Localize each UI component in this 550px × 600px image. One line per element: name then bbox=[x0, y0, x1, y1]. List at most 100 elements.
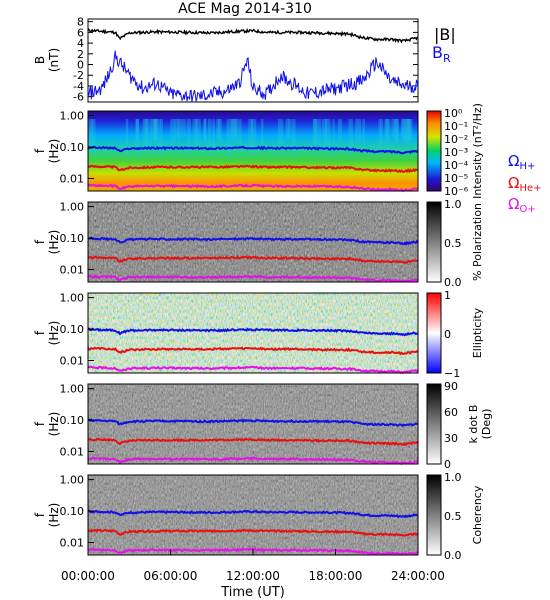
intensity-gyro-Oplus bbox=[87, 183, 419, 192]
polarization-ytick-label-2: 0.01 bbox=[60, 263, 85, 276]
intensity-colorbar-tick-5: 10⁻⁵ bbox=[444, 172, 468, 185]
intensity-streak bbox=[400, 119, 404, 138]
kdotb-gyro-Hplus bbox=[87, 418, 419, 428]
polarization-ylabel-top: f bbox=[33, 239, 47, 244]
polarization-ytick-label-1: 0.10 bbox=[60, 232, 85, 245]
intensity-streak bbox=[203, 119, 207, 143]
br-line bbox=[87, 50, 419, 103]
intensity-colorbar-tick-0: 10⁰ bbox=[444, 107, 463, 120]
polarization-frame bbox=[87, 201, 419, 283]
intensity-streak bbox=[195, 119, 201, 147]
polarization-colorbar-tick-1: 0.5 bbox=[444, 237, 462, 250]
intensity-streak bbox=[91, 119, 96, 149]
intensity-colorbar-tick-4: 10⁻⁴ bbox=[444, 159, 469, 172]
intensity-streak bbox=[135, 119, 140, 157]
ellipticity-ytick-label-0: 1.00 bbox=[60, 292, 85, 305]
legend-oo-label: Ω bbox=[508, 195, 519, 213]
intensity-streak bbox=[136, 119, 139, 139]
kdotb-gyro-Oplus bbox=[87, 456, 419, 466]
intensity-colorbar bbox=[426, 110, 442, 192]
intensity-streak bbox=[316, 119, 322, 145]
intensity-streak bbox=[157, 119, 161, 153]
ellipticity-colorbar-tick-2: −1 bbox=[444, 367, 460, 380]
intensity-streak bbox=[177, 119, 180, 143]
x-tick-label-1: 06:00:00 bbox=[144, 569, 198, 583]
intensity-streak bbox=[313, 119, 317, 145]
ellipticity-frame bbox=[87, 292, 419, 374]
kdotb-ylabel-top: f bbox=[33, 421, 47, 426]
coherency-ylabel-top: f bbox=[33, 512, 47, 517]
coherency-colorbar-tick-2: 0.0 bbox=[444, 549, 462, 562]
intensity-streak bbox=[393, 119, 399, 144]
kdotb-colorbar-label-top: k dot B bbox=[467, 405, 480, 444]
field-ytick-label-2: 4 bbox=[77, 37, 84, 50]
polarization-gyro-Hplus bbox=[87, 236, 419, 246]
intensity-ytick-label-1: 0.10 bbox=[60, 141, 85, 154]
field-ylabel-bottom: (nT) bbox=[47, 48, 61, 72]
intensity-streak bbox=[380, 119, 384, 147]
intensity-streak bbox=[248, 119, 253, 149]
intensity-streak bbox=[260, 119, 264, 150]
heatmap-panels: 1.000.100.01f (Hz)10⁰10⁻¹10⁻²10⁻³10⁻⁴10⁻⁵… bbox=[33, 103, 493, 562]
intensity-frame bbox=[87, 110, 419, 192]
kdotb-colorbar-tick-2: 30 bbox=[444, 432, 458, 445]
intensity-streak bbox=[251, 119, 257, 154]
kdotb-ytick-label-1: 0.10 bbox=[60, 414, 85, 427]
intensity-ylabel-bottom: (Hz) bbox=[47, 139, 61, 164]
legend-ohe-label: Ω bbox=[508, 174, 519, 192]
intensity-streak bbox=[144, 119, 150, 147]
legend-b-magnitude: |B| bbox=[434, 25, 456, 44]
field-ytick-label-3: 2 bbox=[77, 48, 84, 61]
field-ylabel-top: B bbox=[33, 56, 47, 64]
polarization-ytick-label-0: 1.00 bbox=[60, 201, 85, 214]
intensity-streak bbox=[355, 119, 362, 142]
coherency-panel: 1.00 0.10 0.01 f (Hz) 1.0 0.5 0.0 Coherency bbox=[33, 471, 484, 562]
field-ytick-label-6: -4 bbox=[73, 80, 84, 93]
x-tick-label-4: 24:00:00 bbox=[391, 569, 445, 583]
kdotb-ytick-label-2: 0.01 bbox=[60, 445, 85, 458]
intensity-streak bbox=[160, 119, 163, 154]
polarization-gyro-Oplus bbox=[87, 274, 419, 283]
intensity-streak bbox=[291, 119, 296, 153]
coherency-colorbar-tick-0: 1.0 bbox=[444, 471, 462, 484]
legend-oh: ΩH+ bbox=[508, 152, 535, 172]
intensity-streak bbox=[192, 119, 198, 144]
intensity-streak bbox=[402, 119, 405, 142]
intensity-streak bbox=[407, 119, 411, 141]
intensity-streak bbox=[385, 119, 389, 139]
intensity-colorbar-label: Intensity (nT²/Hz) bbox=[471, 103, 484, 199]
polarization-colorbar-tick-2: 0.0 bbox=[444, 276, 462, 289]
intensity-streak bbox=[362, 119, 365, 142]
intensity-streak bbox=[406, 119, 413, 141]
intensity-streak bbox=[125, 119, 129, 156]
kdotb-gyro-Heplus bbox=[87, 437, 419, 447]
intensity-streak bbox=[231, 119, 238, 138]
coherency-ylabel-bottom: (Hz) bbox=[47, 503, 61, 528]
legend-br-label: B bbox=[432, 43, 443, 62]
coherency-ytick-label-0: 1.00 bbox=[60, 474, 85, 487]
kdotb-colorbar-label-bottom: (Deg) bbox=[480, 409, 493, 440]
legend-oh-subscript: H+ bbox=[519, 161, 535, 172]
figure-title: ACE Mag 2014-310 bbox=[178, 1, 312, 17]
ellipticity-colorbar-label: Ellipticity bbox=[471, 307, 484, 358]
intensity-streak bbox=[237, 119, 242, 145]
intensity-streak bbox=[174, 119, 180, 138]
intensity-streak bbox=[152, 119, 159, 141]
legend-ohe: ΩHe+ bbox=[508, 174, 542, 194]
intensity-streak bbox=[88, 119, 93, 147]
intensity-colorbar-tick-1: 10⁻¹ bbox=[444, 120, 468, 133]
kdotb-ytick-label-0: 1.00 bbox=[60, 383, 85, 396]
legend-ohe-subscript: He+ bbox=[519, 183, 541, 194]
coherency-colorbar bbox=[426, 474, 442, 556]
intensity-colorbar-tick-2: 10⁻² bbox=[444, 133, 468, 146]
intensity-streak bbox=[394, 119, 399, 142]
x-tick-label-0: 00:00:00 bbox=[61, 569, 115, 583]
legend-oh-label: Ω bbox=[508, 152, 519, 170]
intensity-panel: 1.00 0.10 0.01 f (Hz) 10⁰10⁻¹10⁻²10⁻³10⁻⁴10⁻⁵… bbox=[33, 103, 484, 199]
intensity-streak bbox=[348, 119, 353, 153]
intensity-streak bbox=[207, 119, 212, 145]
intensity-ytick-label-0: 1.00 bbox=[60, 110, 85, 123]
intensity-streak bbox=[179, 119, 186, 139]
b-magnitude-line bbox=[87, 27, 419, 44]
